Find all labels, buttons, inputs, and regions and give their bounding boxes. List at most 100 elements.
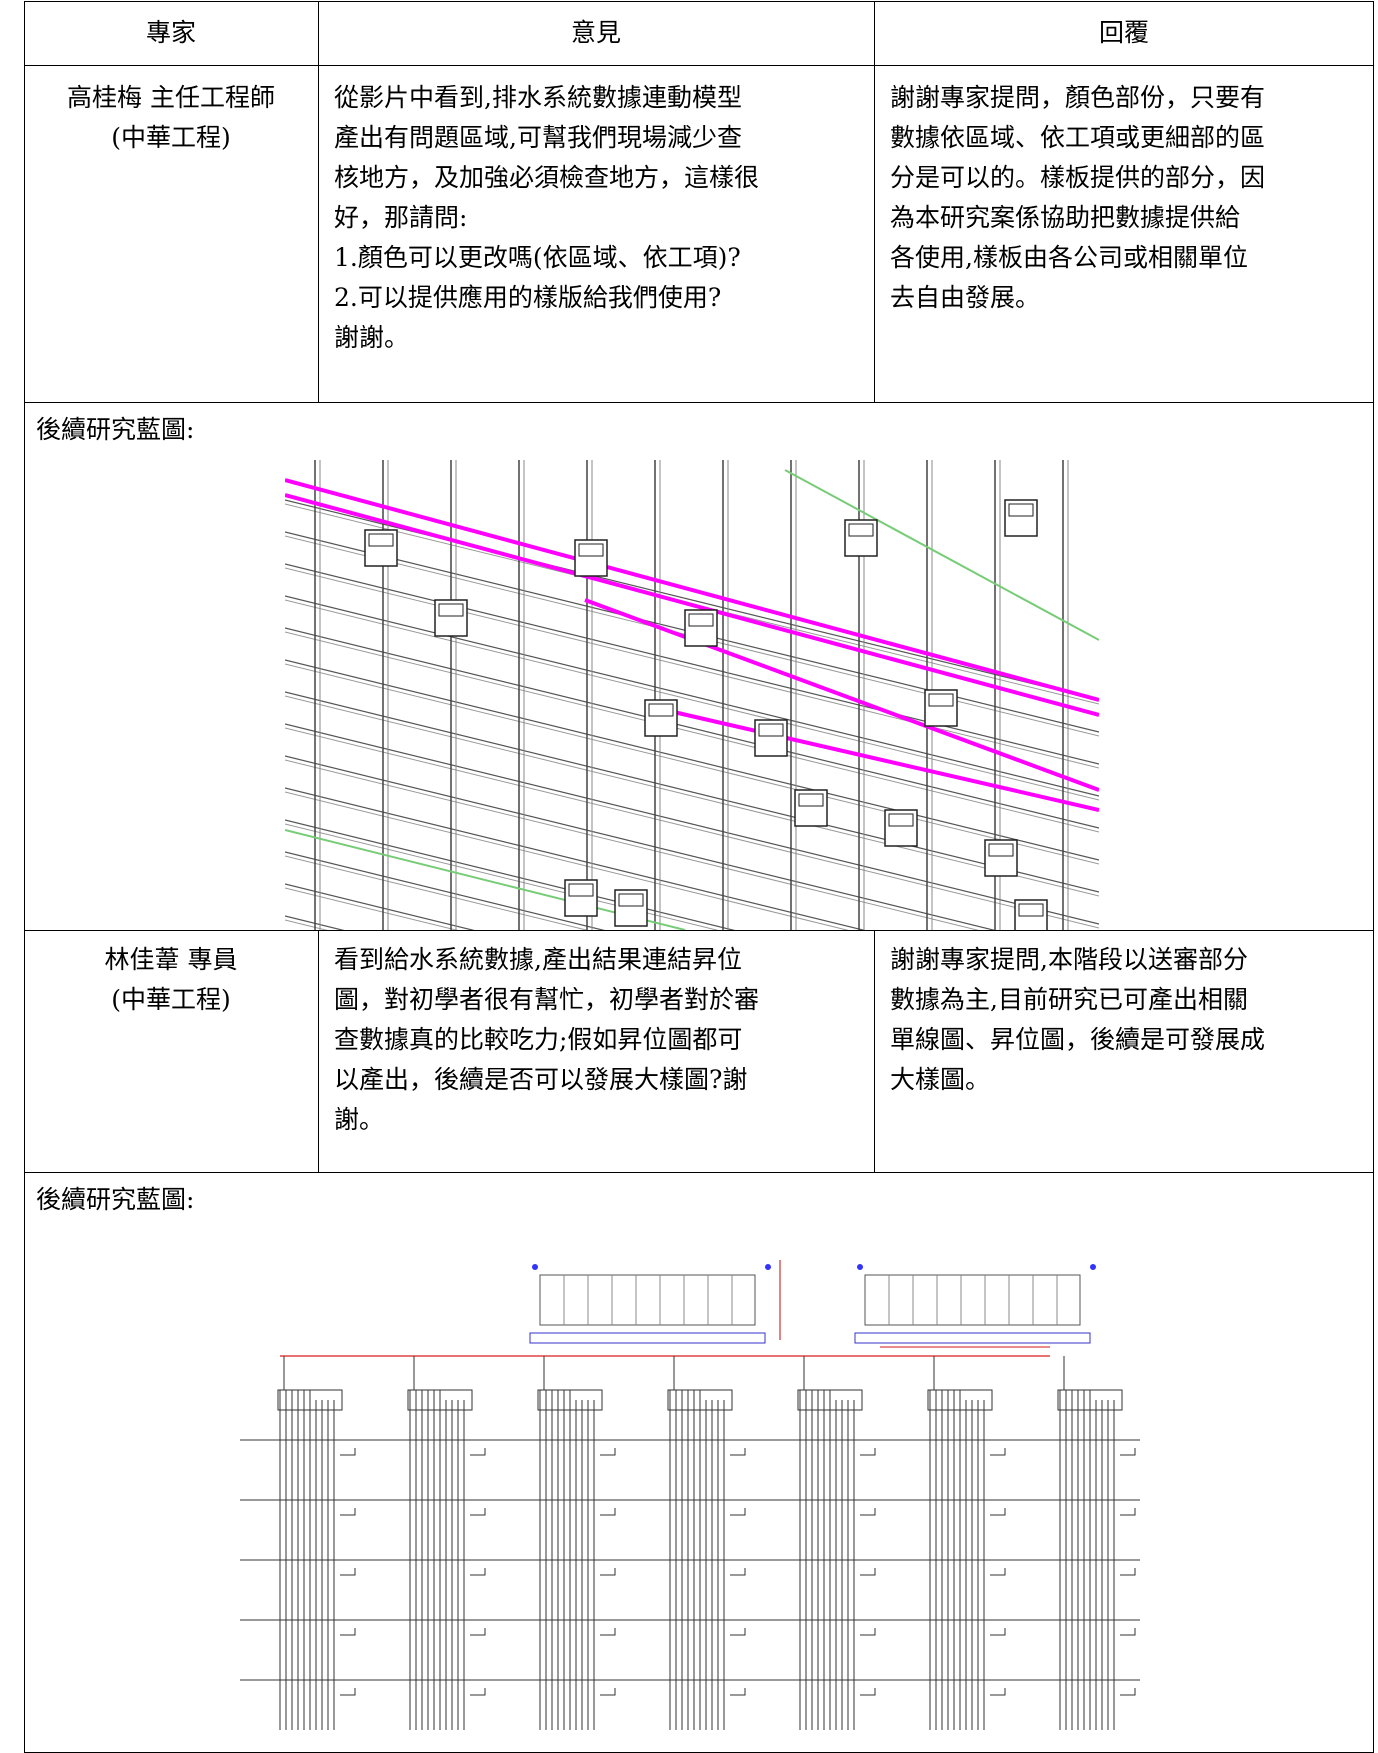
shape bbox=[667, 1389, 733, 1411]
shape bbox=[434, 599, 468, 637]
shape bbox=[578, 543, 604, 557]
caption: 後續研究藍圖: bbox=[36, 1185, 195, 1214]
col-line bbox=[318, 930, 319, 1172]
shape bbox=[600, 1508, 616, 1516]
shape bbox=[1120, 1448, 1136, 1456]
shape bbox=[285, 478, 1099, 702]
text-line: 數據依區域、依工項或更細部的區 bbox=[890, 123, 1266, 152]
expert-cell: 林佳葦 專員 (中華工程) bbox=[24, 940, 318, 1020]
opinion-cell: 看到給水系統數據,產出結果連結昇位 圖，對初學者很有幫忙，初學者對於審 查數據真的比… bbox=[334, 940, 759, 1140]
shape bbox=[927, 1389, 993, 1411]
shape bbox=[888, 813, 914, 827]
shape bbox=[285, 887, 459, 930]
shape bbox=[285, 563, 1099, 765]
shape bbox=[532, 1264, 538, 1270]
opinion-cell: 從影片中看到,排水系統數據連動模型 產出有問題區域,可幫我們現場減少查 核地方，及加… bbox=[334, 78, 759, 358]
shape bbox=[364, 529, 398, 567]
text-line: 看到給水系統數據,產出結果連結昇位 bbox=[334, 945, 742, 974]
text-line: 以產出，後續是否可以發展大樣圖?謝 bbox=[334, 1065, 748, 1094]
header-cell: 意見 bbox=[570, 18, 621, 47]
shape bbox=[860, 1628, 876, 1636]
shape bbox=[1008, 503, 1034, 517]
shape bbox=[860, 1508, 876, 1516]
shape bbox=[1014, 899, 1048, 930]
row-line bbox=[24, 402, 1374, 403]
shape bbox=[884, 809, 918, 847]
shape bbox=[988, 843, 1014, 857]
text-line: 圖，對初學者很有幫忙，初學者對於審 bbox=[334, 985, 760, 1014]
shape bbox=[285, 631, 1099, 833]
shape bbox=[470, 1628, 486, 1636]
shape bbox=[368, 533, 394, 547]
shape bbox=[1120, 1508, 1136, 1516]
shape bbox=[784, 469, 1099, 641]
shape bbox=[285, 493, 1099, 717]
shape bbox=[285, 659, 1099, 861]
shape bbox=[285, 791, 849, 930]
shape bbox=[990, 1688, 1006, 1696]
shape bbox=[1120, 1628, 1136, 1636]
shape bbox=[407, 1389, 473, 1411]
shape bbox=[285, 759, 979, 930]
text-line: 為本研究案係協助把數據提供給 bbox=[890, 203, 1241, 232]
reply-cell: 謝謝專家提問，顏色部份，只要有 數據依區域、依工項或更細部的區 分是可以的。樣板提供… bbox=[890, 78, 1265, 318]
shape bbox=[730, 1628, 746, 1636]
shape bbox=[798, 793, 824, 807]
text-line: 大樣圖。 bbox=[890, 1065, 991, 1094]
shape bbox=[928, 693, 954, 707]
shape bbox=[990, 1628, 1006, 1636]
text-line: 分是可以的。樣板提供的部分，因 bbox=[890, 163, 1266, 192]
shape bbox=[765, 1264, 771, 1270]
col-line bbox=[874, 1, 875, 402]
shape bbox=[285, 691, 1099, 893]
row-line bbox=[24, 1172, 1374, 1173]
shape bbox=[984, 839, 1018, 877]
riser-diagram-image bbox=[240, 1260, 1140, 1730]
shape bbox=[990, 1568, 1006, 1576]
shape bbox=[285, 627, 1099, 829]
reply-cell: 謝謝專家提問,本階段以送審部分 數據為主,目前研究已可產出相關 單線圖、昇位圖，後續… bbox=[890, 940, 1265, 1100]
shape bbox=[285, 723, 1099, 925]
shape bbox=[644, 699, 678, 737]
expert-cell: 高桂梅 主任工程師 (中華工程) bbox=[24, 78, 318, 158]
shape bbox=[574, 539, 608, 577]
shape bbox=[1120, 1688, 1136, 1696]
shape bbox=[285, 727, 1099, 929]
shape bbox=[600, 1568, 616, 1576]
text-line: 從影片中看到,排水系統數據連動模型 bbox=[334, 83, 742, 112]
shape bbox=[285, 819, 736, 930]
shape bbox=[285, 919, 328, 930]
text-line: 查數據真的比較吃力;假如昇位圖都可 bbox=[334, 1025, 743, 1054]
shape bbox=[470, 1448, 486, 1456]
shape bbox=[860, 1688, 876, 1696]
shape bbox=[340, 1568, 356, 1576]
shape bbox=[1120, 1568, 1136, 1576]
drainage-model-image bbox=[285, 460, 1099, 930]
shape bbox=[600, 1628, 616, 1636]
row-line bbox=[24, 930, 1374, 931]
shape bbox=[730, 1508, 746, 1516]
col-line bbox=[318, 1, 319, 402]
shape bbox=[648, 703, 674, 717]
shape bbox=[470, 1568, 486, 1576]
shape bbox=[1090, 1264, 1096, 1270]
shape bbox=[754, 719, 788, 757]
text-line: 謝謝專家提問，顏色部份，只要有 bbox=[890, 83, 1266, 112]
shape bbox=[684, 609, 718, 647]
shape bbox=[285, 823, 719, 930]
shape bbox=[924, 689, 958, 727]
shape bbox=[600, 1448, 616, 1456]
shape bbox=[470, 1688, 486, 1696]
shape bbox=[758, 723, 784, 737]
shape bbox=[285, 663, 1099, 865]
shape bbox=[844, 519, 878, 557]
shape bbox=[584, 598, 1099, 792]
shape bbox=[564, 879, 598, 917]
text-line: 數據為主,目前研究已可產出相關 bbox=[890, 985, 1248, 1014]
shape bbox=[277, 1389, 343, 1411]
text-line: 謝謝專家提問,本階段以送審部分 bbox=[890, 945, 1248, 974]
shape bbox=[285, 787, 866, 930]
shape bbox=[1018, 903, 1044, 917]
shape bbox=[688, 613, 714, 627]
